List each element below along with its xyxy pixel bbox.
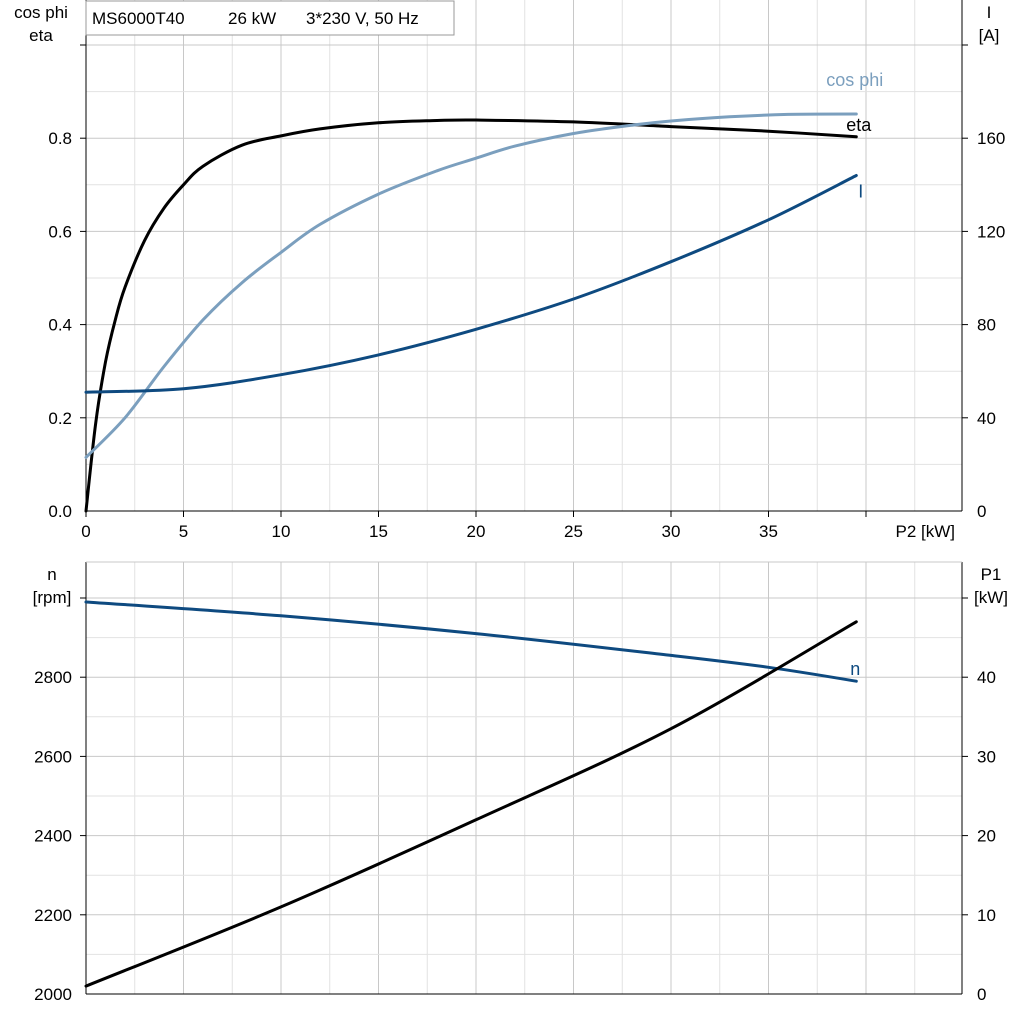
y-right-axis-title: I — [987, 3, 992, 22]
y-left-tick-label: 0.6 — [48, 222, 72, 241]
y-left-tick-label: 2400 — [34, 827, 72, 846]
y-right-tick-label: 20 — [977, 827, 996, 846]
title-power: 26 kW — [228, 9, 276, 28]
y-left-tick-label: 0.2 — [48, 409, 72, 428]
series-i-label: I — [858, 181, 863, 201]
y-right-axis-title: P1 — [981, 565, 1002, 584]
grid-layer — [86, 0, 962, 994]
series-n-line — [84, 600, 858, 683]
series-n-label: n — [850, 659, 860, 679]
series-eta-line — [84, 118, 858, 513]
title-supply: 3*230 V, 50 Hz — [306, 9, 419, 28]
y-left-axis-title: n — [47, 565, 56, 584]
title-model: MS6000T40 — [92, 9, 185, 28]
y-left-axis-title: cos phi — [14, 3, 68, 22]
x-tick-label: 15 — [369, 522, 388, 541]
series-cos-phi-label: cos phi — [826, 70, 883, 90]
series-eta-label: eta — [846, 115, 872, 135]
plot-frames — [80, 0, 968, 995]
series-i-line — [84, 174, 858, 394]
title-box-frame — [85, 0, 455, 36]
y-left-tick-label: 2600 — [34, 747, 72, 766]
x-tick-label: 0 — [81, 522, 90, 541]
title-box: MS6000T40 26 kW 3*230 V, 50 Hz — [85, 0, 455, 36]
x-tick-label: 30 — [662, 522, 681, 541]
y-right-tick-label: 80 — [977, 316, 996, 335]
y-right-tick-label: 160 — [977, 129, 1005, 148]
x-tick-label: 25 — [564, 522, 583, 541]
x-tick-label: 20 — [467, 522, 486, 541]
y-right-tick-label: 40 — [977, 409, 996, 428]
y-left-tick-label: 2800 — [34, 668, 72, 687]
y-left-tick-label: 0.4 — [48, 316, 72, 335]
y-left-tick-label: 2000 — [34, 985, 72, 1004]
y-right-tick-label: 0 — [977, 985, 986, 1004]
y-left-tick-label: 0.8 — [48, 129, 72, 148]
x-tick-label: 35 — [759, 522, 778, 541]
y-right-tick-label: 40 — [977, 668, 996, 687]
series-layer: eta cos phi In — [84, 70, 883, 988]
x-tick-label: 5 — [179, 522, 188, 541]
x-tick-label: 10 — [272, 522, 291, 541]
y-right-axis-title: [kW] — [974, 588, 1008, 607]
y-right-tick-label: 0 — [977, 502, 986, 521]
y-right-tick-label: 10 — [977, 906, 996, 925]
y-left-axis-title: eta — [29, 26, 53, 45]
y-left-tick-label: 2200 — [34, 906, 72, 925]
y-right-tick-label: 120 — [977, 222, 1005, 241]
y-right-axis-title: [A] — [979, 26, 1000, 45]
y-right-tick-label: 30 — [977, 747, 996, 766]
tick-labels: 0 5 10 15 20 25 30 35 0.0 0.2 0.4 0.6 0.8 0 40 80 120 160… — [34, 129, 1005, 1004]
y-left-tick-label: 0.0 — [48, 502, 72, 521]
series-p1-line — [84, 620, 858, 988]
x-axis-label: P2 [kW] — [895, 522, 955, 541]
series-cos-phi-line — [84, 112, 858, 459]
y-left-axis-title: [rpm] — [33, 588, 72, 607]
axis-titles: P2 [kW] cos phi eta I [A] n [rpm] P1 [kW] — [14, 3, 1008, 607]
